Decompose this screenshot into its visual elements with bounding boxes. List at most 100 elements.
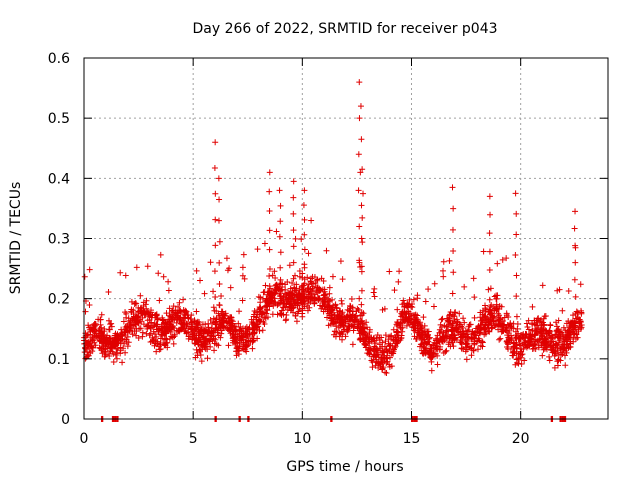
- data-point: [276, 233, 283, 240]
- data-point: [98, 311, 105, 318]
- data-point: [500, 322, 507, 329]
- data-point: [277, 218, 284, 225]
- data-point: [111, 336, 118, 343]
- data-point: [359, 321, 366, 328]
- y-tick-label: 0.3: [48, 232, 70, 248]
- data-point: [166, 335, 173, 342]
- data-point: [116, 334, 123, 341]
- data-point: [104, 332, 111, 339]
- x-tick-label: 20: [512, 431, 530, 447]
- data-point: [348, 316, 355, 323]
- data-point: [373, 359, 380, 366]
- data-point: [199, 346, 206, 353]
- data-point: [212, 319, 219, 326]
- data-point: [559, 341, 566, 348]
- data-point: [180, 314, 187, 321]
- data-point: [266, 272, 273, 279]
- data-point: [405, 317, 412, 324]
- data-point: [547, 334, 554, 341]
- data-point: [207, 259, 214, 266]
- data-point: [379, 339, 386, 346]
- data-point: [135, 335, 142, 342]
- data-point: [123, 336, 130, 343]
- data-point: [178, 324, 185, 331]
- data-point: [503, 327, 510, 334]
- data-point: [105, 288, 112, 295]
- data-point: [268, 297, 275, 304]
- data-point: [277, 293, 284, 300]
- data-point: [201, 340, 208, 347]
- data-point: [357, 335, 364, 342]
- data-point: [371, 285, 378, 292]
- data-point: [572, 208, 579, 215]
- data-point: [458, 323, 465, 330]
- data-point: [430, 303, 437, 310]
- data-point: [356, 295, 363, 302]
- data-point: [165, 278, 172, 285]
- data-point: [255, 323, 262, 330]
- data-point: [466, 344, 473, 351]
- data-point: [444, 315, 451, 322]
- x-tick-label: 0: [80, 431, 89, 447]
- data-point: [352, 312, 359, 319]
- data-point: [197, 334, 204, 341]
- data-point: [355, 151, 362, 158]
- data-point: [249, 345, 256, 352]
- data-point: [173, 316, 180, 323]
- data-point: [151, 342, 158, 349]
- data-point: [326, 312, 333, 319]
- data-point: [273, 228, 280, 235]
- data-point: [375, 349, 382, 356]
- data-point: [487, 303, 494, 310]
- data-point: [450, 205, 457, 212]
- data-point: [188, 325, 195, 332]
- data-point: [133, 300, 140, 307]
- data-point: [474, 346, 481, 353]
- data-point: [335, 324, 342, 331]
- data-point: [261, 314, 268, 321]
- data-point: [358, 301, 365, 308]
- data-point: [498, 328, 505, 335]
- data-point: [505, 336, 512, 343]
- data-point: [480, 248, 487, 255]
- data-point: [124, 343, 131, 350]
- data-point: [577, 318, 584, 325]
- data-point: [90, 344, 97, 351]
- data-point: [449, 184, 456, 191]
- data-point: [175, 303, 182, 310]
- data-point: [290, 210, 297, 217]
- data-point: [493, 301, 500, 308]
- data-point: [414, 292, 421, 299]
- data-point: [372, 362, 379, 369]
- data-point: [555, 334, 562, 341]
- y-axis-label: SRMTID / TECUs: [8, 182, 24, 295]
- data-point: [541, 340, 548, 347]
- data-point: [230, 333, 237, 340]
- data-point: [336, 308, 343, 315]
- data-point: [433, 343, 440, 350]
- data-point: [496, 321, 503, 328]
- data-point: [506, 327, 513, 334]
- data-point: [572, 259, 579, 266]
- data-point: [195, 341, 202, 348]
- data-point: [453, 325, 460, 332]
- data-point: [218, 292, 225, 299]
- data-point: [153, 348, 160, 355]
- data-point: [140, 307, 147, 314]
- data-point: [100, 346, 107, 353]
- data-point: [223, 255, 230, 262]
- data-point: [155, 270, 162, 277]
- data-point: [513, 231, 520, 238]
- data-point: [220, 319, 227, 326]
- data-point: [421, 349, 428, 356]
- data-point: [158, 323, 165, 330]
- data-point: [422, 298, 429, 305]
- data-point: [212, 293, 219, 300]
- data-point: [440, 267, 447, 274]
- data-point: [170, 340, 177, 347]
- data-point: [332, 301, 339, 308]
- data-point: [173, 310, 180, 317]
- data-point: [572, 310, 579, 317]
- data-point: [198, 358, 205, 365]
- data-point: [516, 335, 523, 342]
